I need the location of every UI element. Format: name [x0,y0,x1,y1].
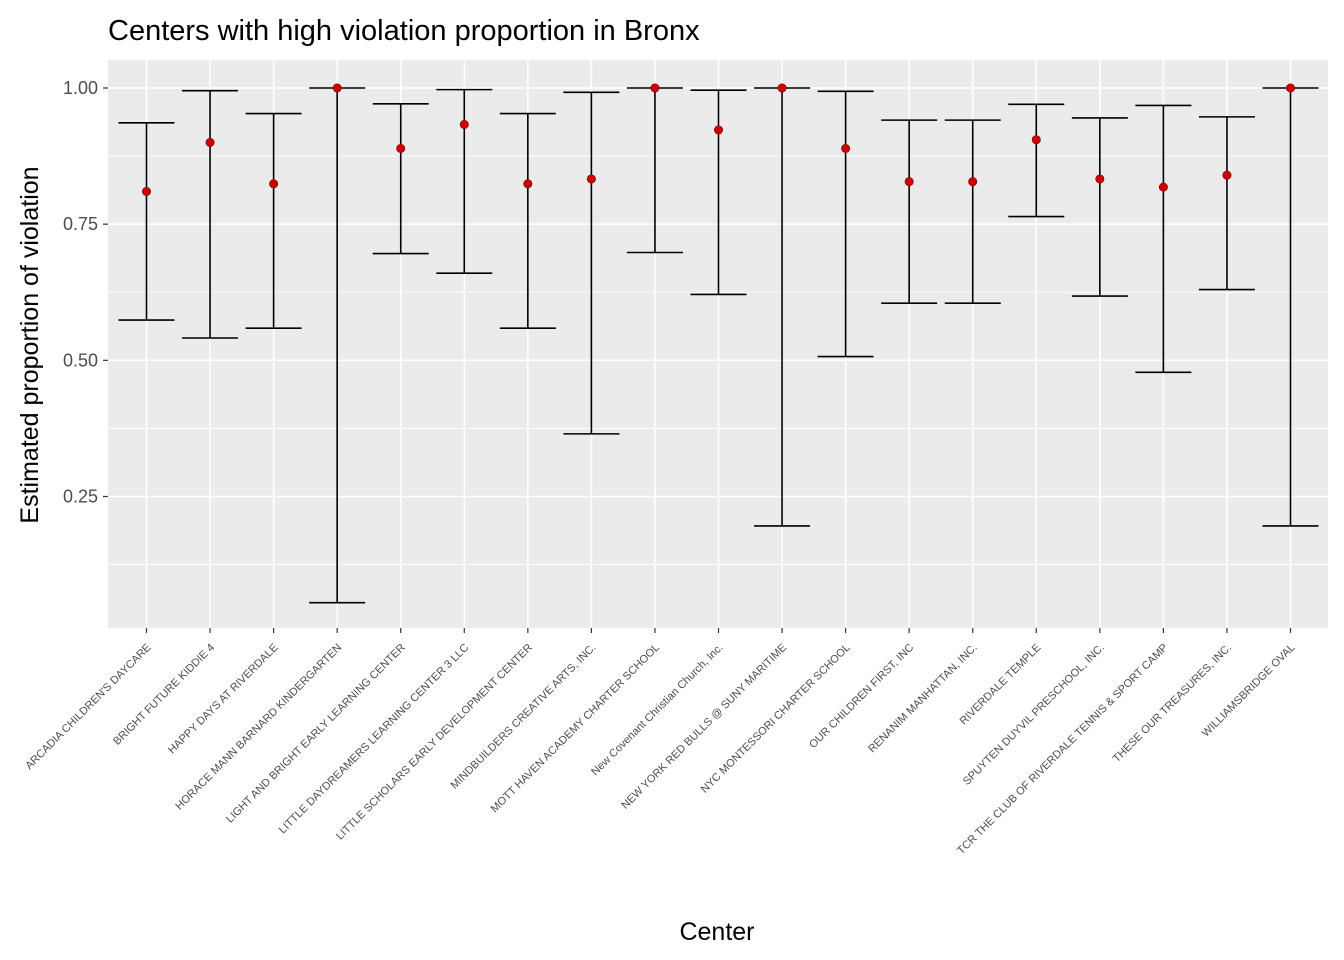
estimate-point [459,119,469,129]
error-bar [1071,117,1128,297]
error-bar [1135,104,1192,374]
x-tick-label: OUR CHILDREN FIRST, INC [807,642,916,751]
error-bar [881,119,938,304]
estimate-point [332,83,342,93]
error-bar [1008,103,1065,218]
estimate-point [841,143,851,153]
error-bar [1198,116,1255,291]
y-tick-label: 0.50 [63,350,98,370]
x-tick-label: SPUYTEN DUYVIL PRESCHOOL, INC. [961,642,1107,788]
estimate-point [1095,174,1105,184]
y-tick-label: 0.25 [63,487,98,507]
x-tick-label: RENANIM MANHATTAN, INC. [866,642,980,756]
estimate-point [205,137,215,147]
estimate-point [1286,83,1296,93]
estimate-point [523,179,533,189]
error-bar [372,102,429,255]
estimate-point [269,179,279,189]
error-bar [944,119,1001,304]
error-bar [563,91,620,435]
x-tick-label: ARCADIA CHILDREN'S DAYCARE [23,642,153,772]
error-bar [817,90,874,358]
x-tick-label: TCR THE CLUB OF RIVERDALE TENNIS & SPORT… [955,642,1170,857]
estimate-point [968,177,978,187]
estimate-point [904,177,914,187]
estimate-point [777,83,787,93]
estimate-point [396,143,406,153]
x-axis-title: Center [679,918,754,946]
x-tick-label: HAPPY DAYS AT RIVERDALE [166,642,281,757]
error-bar [245,112,302,329]
estimate-point [1031,135,1041,145]
estimate-point [650,83,660,93]
error-bars [118,87,1319,604]
x-tick-label: THESE OUR TREASURES, INC. [1111,642,1234,765]
x-tick-label: BRIGHT FUTURE KIDDIE 4 [111,642,217,748]
estimate-point [142,186,152,196]
estimate-point [713,125,723,135]
estimate-point [1222,170,1232,180]
estimate-point [586,174,596,184]
x-tick-label: New Covenant Christian Church, Inc. [589,642,725,778]
chart-title: Centers with high violation proportion i… [108,15,700,47]
y-axis: 0.25 0.50 0.75 1.00 [63,78,108,507]
y-axis-title: Estimated proportion of violation [16,166,44,523]
estimate-point [1158,182,1168,192]
x-tick-label: MINDBUILDERS CREATIVE ARTS, INC. [449,642,599,792]
error-bar [118,122,175,321]
y-tick-label: 0.75 [63,214,98,234]
y-tick-label: 1.00 [63,78,98,98]
error-bar [690,89,747,296]
error-bar [499,112,556,329]
estimate-points [142,83,1296,196]
error-bar [182,89,239,339]
